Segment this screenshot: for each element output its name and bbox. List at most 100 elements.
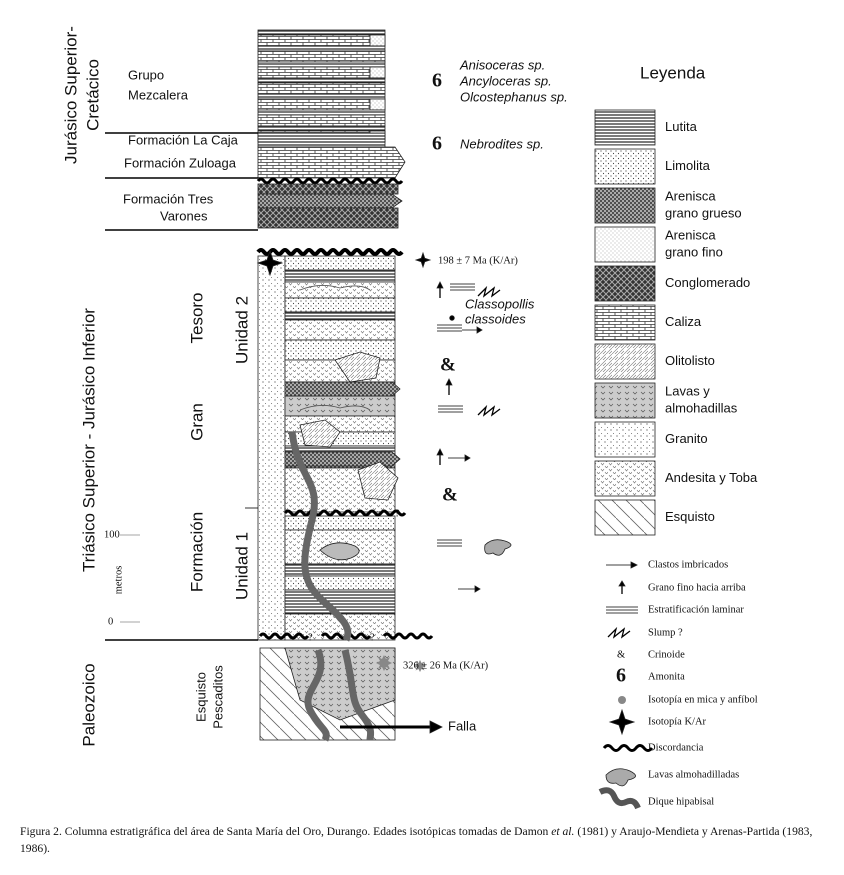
column-shape <box>357 461 399 501</box>
column-shape <box>256 248 404 256</box>
label: ? <box>308 632 313 643</box>
column-shape <box>256 249 284 277</box>
label: Formación <box>187 512 206 592</box>
label: metros <box>113 566 124 595</box>
label: Varones <box>160 208 208 223</box>
label: 6 <box>432 70 442 92</box>
legend-icon <box>618 580 626 587</box>
label: grano grueso <box>665 205 742 220</box>
column-shape <box>257 66 386 79</box>
label: 0 <box>108 616 113 627</box>
stratigraphic-column <box>105 29 512 742</box>
label: Granito <box>665 431 708 446</box>
label: Falla <box>448 718 477 733</box>
label: Cretácico <box>83 59 102 131</box>
column-shape <box>376 655 392 671</box>
label: Formación La Caja <box>128 132 239 147</box>
column-shape <box>341 649 375 741</box>
column-shape <box>257 98 386 111</box>
legend-icon <box>607 626 631 639</box>
legend-swatch <box>594 265 656 302</box>
column-shape <box>445 378 453 386</box>
column-shape <box>464 454 471 462</box>
label: Arenisca <box>665 227 716 242</box>
label: Unidad 1 <box>232 532 251 600</box>
label: Estratificación laminar <box>648 604 744 615</box>
label: Formación Zuloaga <box>124 155 237 170</box>
column-shape <box>382 632 434 640</box>
label: Slump ? <box>648 627 683 638</box>
column-shape <box>284 269 396 283</box>
label: ? <box>395 508 400 519</box>
column-shape <box>474 585 481 593</box>
labels: Jurásico Superior- Cretácico Triásico Supe… <box>61 26 758 807</box>
column-shape <box>429 720 443 734</box>
label: Nebrodites sp. <box>460 136 544 151</box>
column-shape <box>436 448 444 456</box>
label: 6 <box>432 133 442 155</box>
legend-swatch <box>594 187 656 224</box>
label: Clastos imbricados <box>648 559 728 570</box>
column-shape <box>477 285 501 298</box>
column-shape <box>334 351 381 383</box>
column-shape <box>284 319 396 341</box>
column-shape <box>284 515 396 531</box>
column-shape <box>284 451 401 467</box>
legend-swatch <box>594 304 656 341</box>
legend-swatch <box>594 499 656 536</box>
label: Isotopía K/Ar <box>648 716 707 727</box>
legend-swatch <box>594 226 656 263</box>
column-shape <box>257 93 386 100</box>
label: Andesita y Toba <box>665 470 758 485</box>
label: 6 <box>616 665 626 687</box>
column-shape <box>283 509 407 517</box>
column-shape <box>284 297 396 313</box>
label: Pescaditos <box>210 665 225 729</box>
label: Gran <box>187 403 206 441</box>
label: Discordancia <box>648 742 704 753</box>
column-shape <box>257 82 386 95</box>
legend-swatch <box>594 421 656 458</box>
legend-icon <box>630 561 638 569</box>
label: classoides <box>465 311 526 326</box>
label: Tesoro <box>187 292 206 343</box>
column-shape <box>284 381 401 397</box>
label: Arenisca <box>665 188 716 203</box>
column-shape <box>257 109 386 116</box>
legend-swatch <box>594 382 656 419</box>
column-shape <box>299 285 371 291</box>
label: Grupo <box>128 67 164 82</box>
column-shape <box>436 281 444 289</box>
column-shape <box>284 311 396 321</box>
label: Grano fino hacia arriba <box>648 582 746 593</box>
column-shape <box>284 575 396 591</box>
column-shape <box>258 632 310 640</box>
label: almohadillas <box>665 400 738 415</box>
column-shape <box>257 61 386 68</box>
column-shape <box>256 177 404 185</box>
column-shape <box>369 98 386 111</box>
column-shape <box>284 431 396 447</box>
label: Unidad 2 <box>232 296 251 364</box>
column-shape <box>257 255 286 641</box>
label: 326 ± 26 Ma (K/Ar) <box>403 660 489 671</box>
column-shape <box>284 281 396 299</box>
column-shape <box>257 114 386 127</box>
column-shape <box>284 589 396 615</box>
column-shape <box>369 34 386 47</box>
column-shape <box>299 405 371 411</box>
column-shape <box>257 207 399 229</box>
label: Mezcalera <box>128 87 189 102</box>
column-shape <box>414 251 432 269</box>
column-shape <box>257 146 406 179</box>
label: 100 <box>104 529 120 540</box>
column-shape <box>257 34 386 47</box>
label: Paleozoico <box>79 663 98 746</box>
legend-icon <box>608 708 636 736</box>
legend-swatch <box>594 109 656 146</box>
column-shape <box>257 45 386 52</box>
label: Ancyloceras sp. <box>459 73 552 88</box>
label: Olcostephanus sp. <box>460 89 568 104</box>
label: Lutita <box>665 119 698 134</box>
column-shape <box>477 404 501 417</box>
